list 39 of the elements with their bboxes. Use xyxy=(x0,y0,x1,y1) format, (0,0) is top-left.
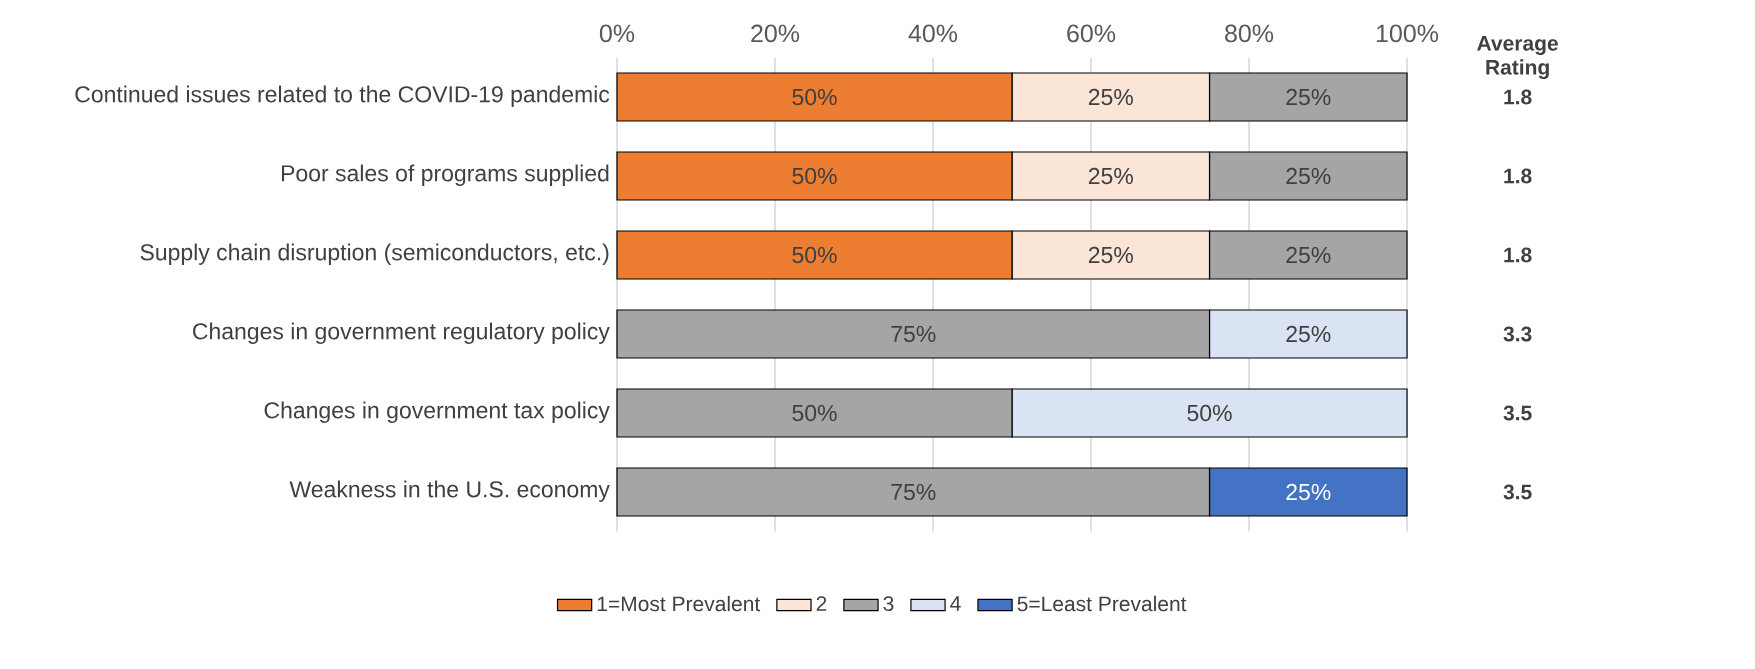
data-label: 50% xyxy=(792,88,837,106)
x-tick-label: 80% xyxy=(1225,24,1274,43)
text: Average Rating xyxy=(1477,36,1558,79)
data-label: 75% xyxy=(891,325,936,343)
x-tick-label: 0% xyxy=(599,24,635,43)
y-tick-label: Changes in government regulatory policy xyxy=(193,322,610,344)
text: 1.8 xyxy=(1504,89,1532,105)
legend-label: 2 xyxy=(816,596,827,611)
x-tick-label: 40% xyxy=(908,24,958,43)
data-label: 50% xyxy=(792,246,837,264)
data-label: 50% xyxy=(792,404,837,422)
x-tick-label: 60% xyxy=(1067,24,1116,43)
x-tick-label: 100% xyxy=(1376,24,1439,43)
y-tick-label: Supply chain disruption (semiconductors, etc.) xyxy=(140,243,609,265)
data-label: 25% xyxy=(1286,483,1331,501)
legend-label: 4 xyxy=(950,596,961,611)
legend-label: 1=Most Prevalent xyxy=(597,595,761,612)
text: 3.5 xyxy=(1503,484,1532,500)
data-label: 25% xyxy=(1088,88,1133,106)
x-tick-label: 20% xyxy=(751,24,800,43)
data-label: 50% xyxy=(1187,404,1232,422)
data-label: 25% xyxy=(1088,167,1133,185)
y-tick-label: Poor sales of programs supplied xyxy=(281,164,609,186)
text: 1.8 xyxy=(1504,168,1532,184)
y-tick-label: Changes in government tax policy xyxy=(264,401,610,423)
text: 3.5 xyxy=(1503,405,1532,421)
data-label: 25% xyxy=(1286,325,1331,343)
y-tick-label: Weakness in the U.S. economy xyxy=(289,480,610,502)
text: 1.8 xyxy=(1504,247,1532,263)
data-label: 75% xyxy=(891,483,936,501)
data-label: 25% xyxy=(1286,246,1331,264)
text: 3.3 xyxy=(1503,326,1532,342)
data-label: 25% xyxy=(1088,246,1133,264)
y-tick-label: Continued issues related to the COVID-19 pandemic xyxy=(75,85,610,107)
data-label: 25% xyxy=(1286,88,1331,106)
data-label: 50% xyxy=(792,167,837,185)
legend-label: 5=Least Prevalent xyxy=(1017,595,1187,612)
legend-label: 3 xyxy=(883,596,894,612)
data-label: 25% xyxy=(1286,167,1331,185)
